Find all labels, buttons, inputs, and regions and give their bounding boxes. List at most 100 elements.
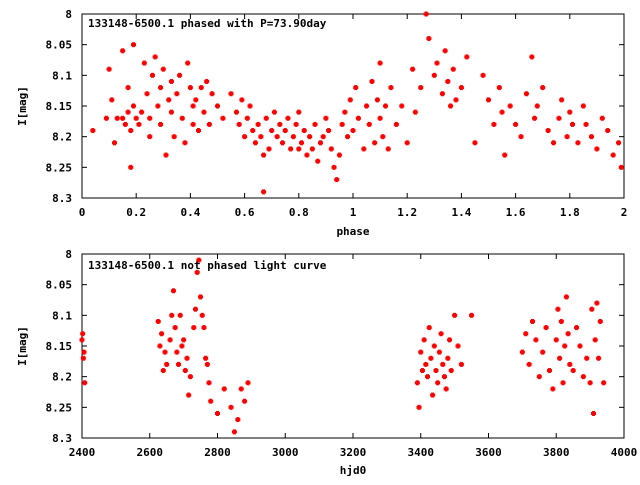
data-point — [190, 121, 196, 127]
data-point — [199, 312, 205, 318]
data-point — [583, 121, 589, 127]
data-point — [312, 121, 318, 127]
data-point — [242, 134, 248, 140]
unphased-plot: 2400 2600 2800 3000 3200 3400 3600 3800 4000 8 8.… — [16, 248, 637, 477]
data-point — [366, 121, 372, 127]
data-point — [412, 109, 418, 115]
data-point — [591, 410, 597, 416]
data-point — [557, 355, 563, 361]
data-point — [130, 103, 136, 109]
data-point — [499, 109, 505, 115]
data-point — [261, 152, 267, 158]
x-tick-label: 1.8 — [560, 206, 580, 219]
data-point — [326, 128, 332, 134]
x-axis-label: phase — [336, 225, 369, 238]
data-point — [342, 109, 348, 115]
x-tick-label: 1.4 — [451, 206, 471, 219]
data-point — [285, 115, 291, 121]
data-point — [421, 337, 427, 343]
data-point — [271, 109, 277, 115]
data-point — [174, 91, 180, 97]
data-point — [434, 60, 440, 66]
data-point — [155, 103, 161, 109]
data-point — [215, 410, 220, 416]
data-point — [139, 109, 145, 115]
data-point — [174, 349, 180, 355]
data-point — [567, 361, 573, 367]
data-point — [589, 306, 595, 312]
data-point — [80, 331, 86, 337]
data-point — [369, 78, 375, 84]
data-point — [399, 103, 405, 109]
data-point — [231, 429, 237, 435]
y-tick-label: 8.3 — [52, 432, 72, 445]
data-point — [526, 361, 532, 367]
data-point — [445, 355, 451, 361]
x-tick-label: 0.6 — [235, 206, 255, 219]
data-point — [288, 146, 294, 152]
data-point — [208, 398, 214, 404]
data-point — [182, 140, 188, 146]
data-point — [587, 380, 593, 386]
x-tick-label: 3000 — [272, 446, 299, 459]
data-point — [158, 85, 164, 91]
data-point — [114, 115, 120, 121]
data-point — [532, 115, 538, 121]
data-point — [120, 48, 126, 54]
data-point — [233, 109, 239, 115]
data-point — [530, 318, 536, 324]
data-point — [435, 380, 441, 386]
data-point — [258, 134, 264, 140]
data-point — [418, 349, 424, 355]
x-tick-label: 0.8 — [289, 206, 309, 219]
data-point — [601, 380, 607, 386]
y-axis-ticks: 8 8.05 8.1 8.15 8.2 8.25 8.3 — [46, 8, 624, 205]
data-point — [280, 140, 286, 146]
data-point — [196, 257, 202, 263]
data-point — [426, 325, 432, 331]
x-tick-label: 1.2 — [397, 206, 417, 219]
data-point — [235, 417, 241, 423]
data-point — [193, 97, 199, 103]
x-tick-label: 0 — [79, 206, 86, 219]
y-axis-ticks: 8 8.05 8.1 8.15 8.2 8.25 8.3 — [46, 248, 624, 445]
data-point — [472, 140, 478, 146]
data-point — [431, 343, 437, 349]
data-point — [519, 349, 525, 355]
data-point — [423, 11, 429, 17]
data-point — [480, 72, 486, 78]
data-point — [345, 134, 351, 140]
data-point — [448, 103, 454, 109]
data-point — [441, 374, 447, 380]
data-point — [263, 115, 269, 121]
data-point — [144, 91, 150, 97]
data-point — [309, 146, 315, 152]
data-point — [443, 386, 449, 392]
data-point — [198, 85, 204, 91]
data-point — [247, 103, 253, 109]
data-point — [559, 97, 565, 103]
data-point — [181, 337, 187, 343]
data-point — [109, 97, 115, 103]
y-tick-label: 8.05 — [46, 39, 73, 52]
data-point — [452, 312, 458, 318]
chart-title: 133148-6500.1 not phased light curve — [88, 259, 327, 272]
data-point — [355, 115, 361, 121]
data-point — [523, 91, 529, 97]
x-tick-label: 3800 — [543, 446, 570, 459]
data-point — [301, 128, 307, 134]
data-point — [128, 128, 134, 134]
data-point — [377, 60, 383, 66]
data-point — [556, 115, 562, 121]
data-point — [221, 386, 227, 392]
data-point — [147, 115, 153, 121]
data-point — [106, 66, 112, 72]
x-tick-label: 2400 — [69, 446, 96, 459]
data-point — [167, 337, 173, 343]
data-point — [304, 152, 310, 158]
data-point — [580, 103, 586, 109]
x-tick-label: 2800 — [204, 446, 231, 459]
data-point — [220, 115, 226, 121]
data-point — [350, 128, 356, 134]
